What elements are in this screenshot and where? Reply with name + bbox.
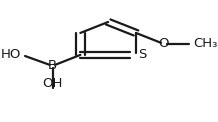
Text: CH₃: CH₃ [193,37,218,50]
Text: HO: HO [1,48,21,61]
Text: O: O [158,37,169,50]
Text: B: B [48,59,57,72]
Text: OH: OH [42,77,63,90]
Text: S: S [138,48,146,61]
